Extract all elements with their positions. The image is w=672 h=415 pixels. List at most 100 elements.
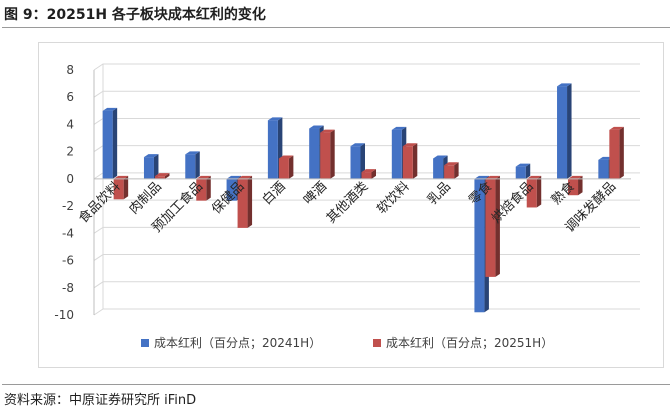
gridline [93,63,640,71]
bar [267,120,278,179]
bar-side [206,175,211,201]
x-tick-label: 其他酒类 [324,179,371,226]
bar-side [164,173,170,179]
bar-top [267,117,283,121]
bar-top [226,175,242,179]
bar-top [143,154,159,158]
bar-top [433,155,448,159]
bar-top [237,175,253,179]
bar [474,178,485,313]
bar [598,159,609,179]
bar-top [568,175,583,179]
bar-side [454,162,459,179]
x-tick-label: 软饮料 [374,179,412,217]
bar [557,86,568,179]
bar [350,146,361,179]
bar [515,166,526,179]
legend-swatch [373,339,381,347]
bar-side [525,163,531,179]
bar-top [320,129,335,133]
y-tick-label: -6 [62,254,74,268]
bar [226,178,237,201]
bar-side [360,143,365,179]
bar [609,129,620,179]
y-tick-label: 4 [66,117,74,131]
title-divider [2,27,670,28]
bar-top [196,175,211,179]
source-note: 资料来源：中原证券研究所 iFinD [4,393,197,408]
y-tick-label: -2 [62,199,74,213]
bar-side [536,175,542,208]
bar [113,178,124,200]
legend-label: 成本红利（百分点；20251H） [386,335,553,350]
bar-top [185,151,200,155]
bar [196,178,207,201]
bar [402,146,413,179]
bar-side [112,107,118,179]
bar [433,158,444,179]
x-tick-label: 啤酒 [301,179,330,208]
y-tick-label: 6 [66,90,74,104]
bar-top [557,83,572,87]
y-tick-label: -10 [54,308,74,322]
bar-top [361,169,376,173]
bar-top [444,162,459,166]
bar [361,172,372,179]
bar-top [609,126,624,130]
bar [568,178,579,196]
x-tick-label: 食品饮料 [75,178,123,226]
y-tick-label: 0 [66,172,74,186]
bar-top [474,175,489,179]
bar-side [371,169,376,179]
bar-top [391,126,407,130]
bar [485,178,496,277]
bar-top [485,175,500,179]
y-tick-label: -4 [62,226,74,240]
x-tick-label: 乳品 [425,179,454,208]
source-divider [2,384,670,385]
bar-side [495,175,500,277]
bar [154,176,165,179]
bar [320,132,331,179]
bar-top [113,175,129,179]
legend-label: 成本红利（百分点；20241H） [154,335,321,350]
figure-title: 图 9：20251H 各子板块成本红利的变化 [4,7,266,23]
bar-side [578,175,583,196]
bar [102,110,113,179]
bar-top [154,173,170,177]
bar-side [412,143,418,179]
bar-side [195,151,200,179]
bar-top [515,163,531,167]
gridline [93,254,640,261]
bar-side [123,175,129,200]
bar-side [153,154,159,179]
y-tick-label: 2 [66,145,74,159]
bar-side [567,83,572,179]
bar-top [309,125,324,129]
gridline [93,308,640,316]
bar-top [598,156,613,160]
x-tick-label: 白酒 [259,178,289,208]
chart-frame: 8 6 4 2 0 -2 -4 -6 -8 -10 食品饮料 肉制品 预加工食品 保健品 白酒 啤酒 其他酒类软… [38,42,664,368]
bar [237,178,248,228]
bar-top [350,143,365,147]
bar-top [102,107,118,111]
bar [309,128,320,179]
gridline [93,281,640,289]
y-tick-label: -8 [62,281,74,295]
bar-side [330,129,335,179]
gridline [93,226,640,234]
bar [185,154,196,179]
x-tick-label: 肉制品 [127,179,165,217]
bar-side [247,175,253,228]
bar-top [402,143,418,147]
bar [444,165,455,179]
chart-svg: 86420-2-4-6-8-10食品饮料 肉制品预加工食品 保健品 白酒 啤酒其他酒类软… [54,63,640,350]
bar [278,158,289,179]
bar [526,178,537,208]
bar [143,157,154,179]
bar-side [288,155,294,179]
bar-top [278,155,294,159]
legend-swatch [141,339,149,347]
bar [391,129,402,179]
